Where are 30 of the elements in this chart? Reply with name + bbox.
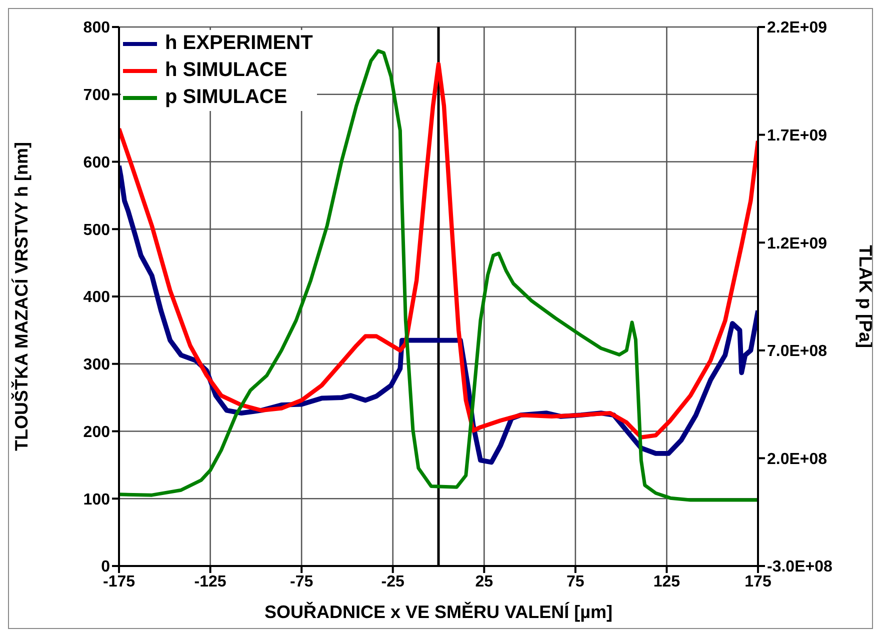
line-series	[119, 62, 758, 440]
legend-label: p SIMULACE	[165, 86, 288, 109]
y-tick-label: 200	[83, 424, 110, 441]
y2-tick-label: 2.0E+08	[767, 450, 828, 468]
x-tick-label: -125	[194, 573, 226, 590]
x-tick-label: -75	[290, 573, 314, 590]
x-tick-label: 75	[566, 573, 584, 590]
y-tick-label: 400	[83, 289, 110, 306]
legend-label: h SIMULACE	[165, 59, 288, 82]
y-axis-title: TLOUŠŤKA MAZACÍ VRSTVY h [nm]	[10, 142, 32, 451]
x-tick-label: 25	[475, 573, 494, 590]
line-series	[119, 49, 758, 502]
y-tick-label: 700	[83, 87, 110, 104]
x-tick-label: 125	[653, 573, 680, 590]
y-tick-label: 0	[101, 558, 110, 576]
y-tick-label: 100	[83, 491, 110, 508]
y-tick-label: 800	[83, 20, 110, 37]
y-tick-label: 600	[83, 154, 110, 172]
x-axis-title: SOUŘADNICE x VE SMĚRU VALENÍ [µm]	[264, 601, 613, 622]
y2-tick-label: 1.2E+09	[767, 235, 828, 252]
y-tick-label: 300	[83, 356, 110, 374]
y-tick-label: 500	[83, 222, 110, 239]
x-tick-label: -175	[102, 573, 136, 590]
legend-label: h EXPERIMENT	[165, 32, 313, 55]
y2-tick-label: 2.2E+09	[767, 20, 828, 37]
y2-tick-label: 7.0E+08	[767, 343, 828, 360]
y2-tick-label: 1.7E+09	[767, 127, 828, 144]
x-tick-label: 175	[744, 573, 772, 590]
y2-tick-label: -3.0E+08	[767, 558, 832, 576]
x-tick-label: -25	[381, 573, 405, 590]
